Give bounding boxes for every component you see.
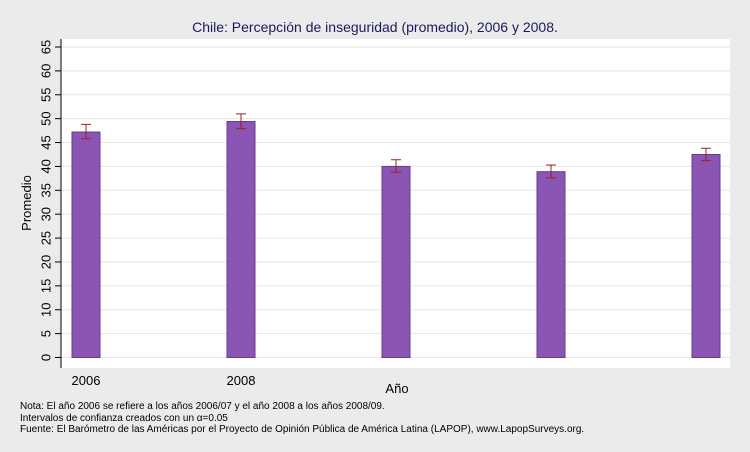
x-axis: 2006 2008	[72, 373, 256, 388]
bar	[381, 165, 411, 358]
note-line-3: Fuente: El Barómetro de las Américas por…	[20, 424, 585, 435]
y-tick-label: 65	[38, 40, 53, 54]
x-tick-label: 2008	[227, 373, 256, 388]
y-tick-label: 60	[38, 64, 53, 78]
y-tick-label: 40	[38, 159, 53, 173]
y-axis-label: Promedio	[19, 175, 34, 231]
bar	[536, 171, 566, 358]
footnotes: Nota: El año 2006 se refiere a los años …	[20, 401, 584, 436]
y-tick-label: 25	[38, 231, 53, 245]
error-bars	[81, 113, 711, 179]
bar	[691, 153, 721, 358]
y-tick-label: 45	[38, 135, 53, 149]
note-line-2: Intervalos de confianza creados con un α…	[20, 412, 228, 424]
y-tick-label: 55	[38, 88, 53, 102]
bars	[71, 121, 721, 358]
y-tick-label: 15	[38, 279, 53, 293]
y-tick-label: 30	[38, 207, 53, 221]
y-tick-label: 10	[38, 302, 53, 316]
y-tick-label: 20	[38, 255, 53, 269]
y-tick-label: 35	[38, 183, 53, 197]
x-axis-label: Año	[385, 381, 408, 396]
y-tick-label: 5	[38, 330, 53, 337]
chart-title: Chile: Percepción de inseguridad (promed…	[192, 19, 558, 35]
x-tick-label: 2006	[72, 373, 101, 388]
bar	[226, 121, 256, 358]
y-tick-label: 0	[38, 354, 53, 361]
y-axis: 0 5 10 15 20 25 30 35 40 45 50 55 60 65	[38, 39, 62, 368]
y-tick-label: 50	[38, 111, 53, 125]
note-line-1: Nota: El año 2006 se refiere a los años …	[20, 401, 385, 412]
bar	[71, 131, 101, 358]
